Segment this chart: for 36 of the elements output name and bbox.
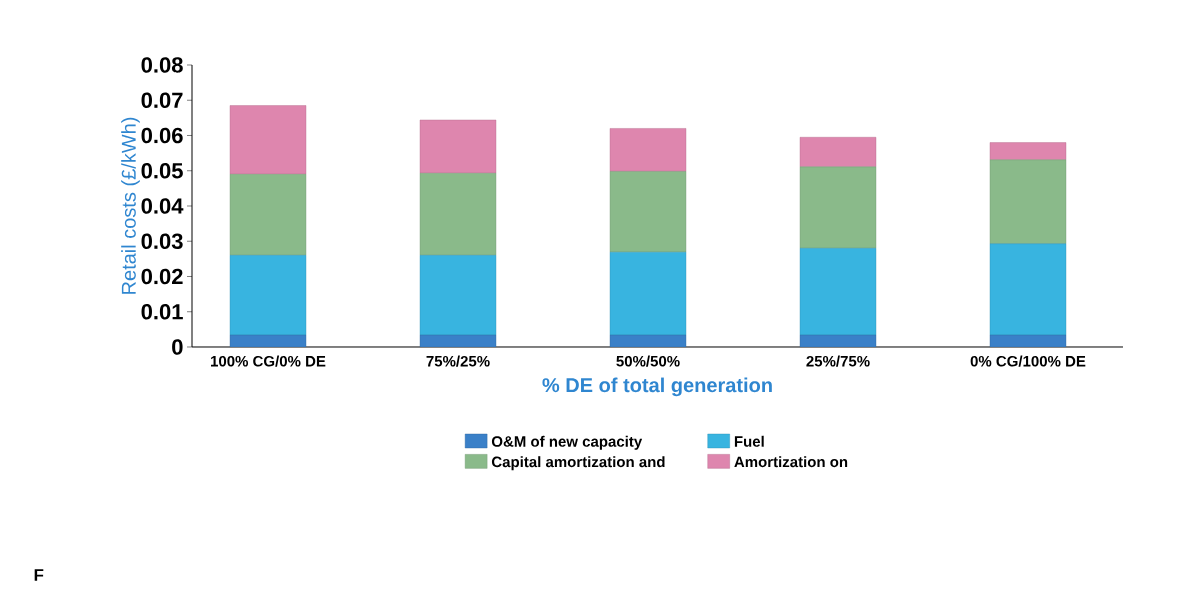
y-tick-label: 0.05 bbox=[141, 162, 183, 179]
y-tick-label: 0.07 bbox=[141, 92, 183, 109]
x-tick-label: 75%/25% bbox=[426, 355, 490, 367]
bar bbox=[989, 243, 1067, 336]
bar bbox=[229, 255, 307, 336]
bar bbox=[229, 105, 307, 175]
y-axis-title: Retail costs (£/kWh) bbox=[121, 117, 140, 294]
bar bbox=[799, 166, 877, 249]
legend-label: Amortization on bbox=[734, 456, 848, 468]
bar bbox=[419, 255, 497, 336]
bar bbox=[419, 173, 497, 256]
bar bbox=[799, 248, 877, 336]
bar bbox=[609, 171, 687, 253]
bar bbox=[989, 159, 1067, 244]
y-tick-label: 0.04 bbox=[141, 198, 184, 214]
x-tick-label: 0% CG/100% DE bbox=[970, 355, 1086, 367]
x-tick-label: 100% CG/0% DE bbox=[211, 355, 326, 367]
y-tick-label: 0.08 bbox=[141, 57, 183, 73]
y-tick-label: 0.06 bbox=[141, 127, 183, 144]
bar bbox=[609, 251, 687, 336]
legend-label: Capital amortization and bbox=[491, 456, 665, 471]
bar bbox=[609, 128, 687, 172]
x-tick-label: 50%/50% bbox=[616, 355, 680, 367]
x-axis-title: % DE of total generation bbox=[542, 377, 772, 397]
bar bbox=[419, 119, 497, 174]
bar bbox=[229, 174, 307, 256]
x-tick-label: 25%/75% bbox=[806, 355, 870, 367]
legend-label: O&M of new capacity bbox=[491, 435, 643, 450]
y-tick-label: 0.02 bbox=[141, 268, 183, 285]
text: F bbox=[34, 569, 44, 581]
y-tick-label: 0.03 bbox=[141, 233, 183, 250]
legend-label: Fuel bbox=[734, 435, 764, 447]
y-tick-label: 0 bbox=[172, 339, 183, 355]
y-tick-label: 0.01 bbox=[141, 303, 183, 320]
bar bbox=[989, 142, 1067, 161]
bar bbox=[799, 137, 877, 168]
